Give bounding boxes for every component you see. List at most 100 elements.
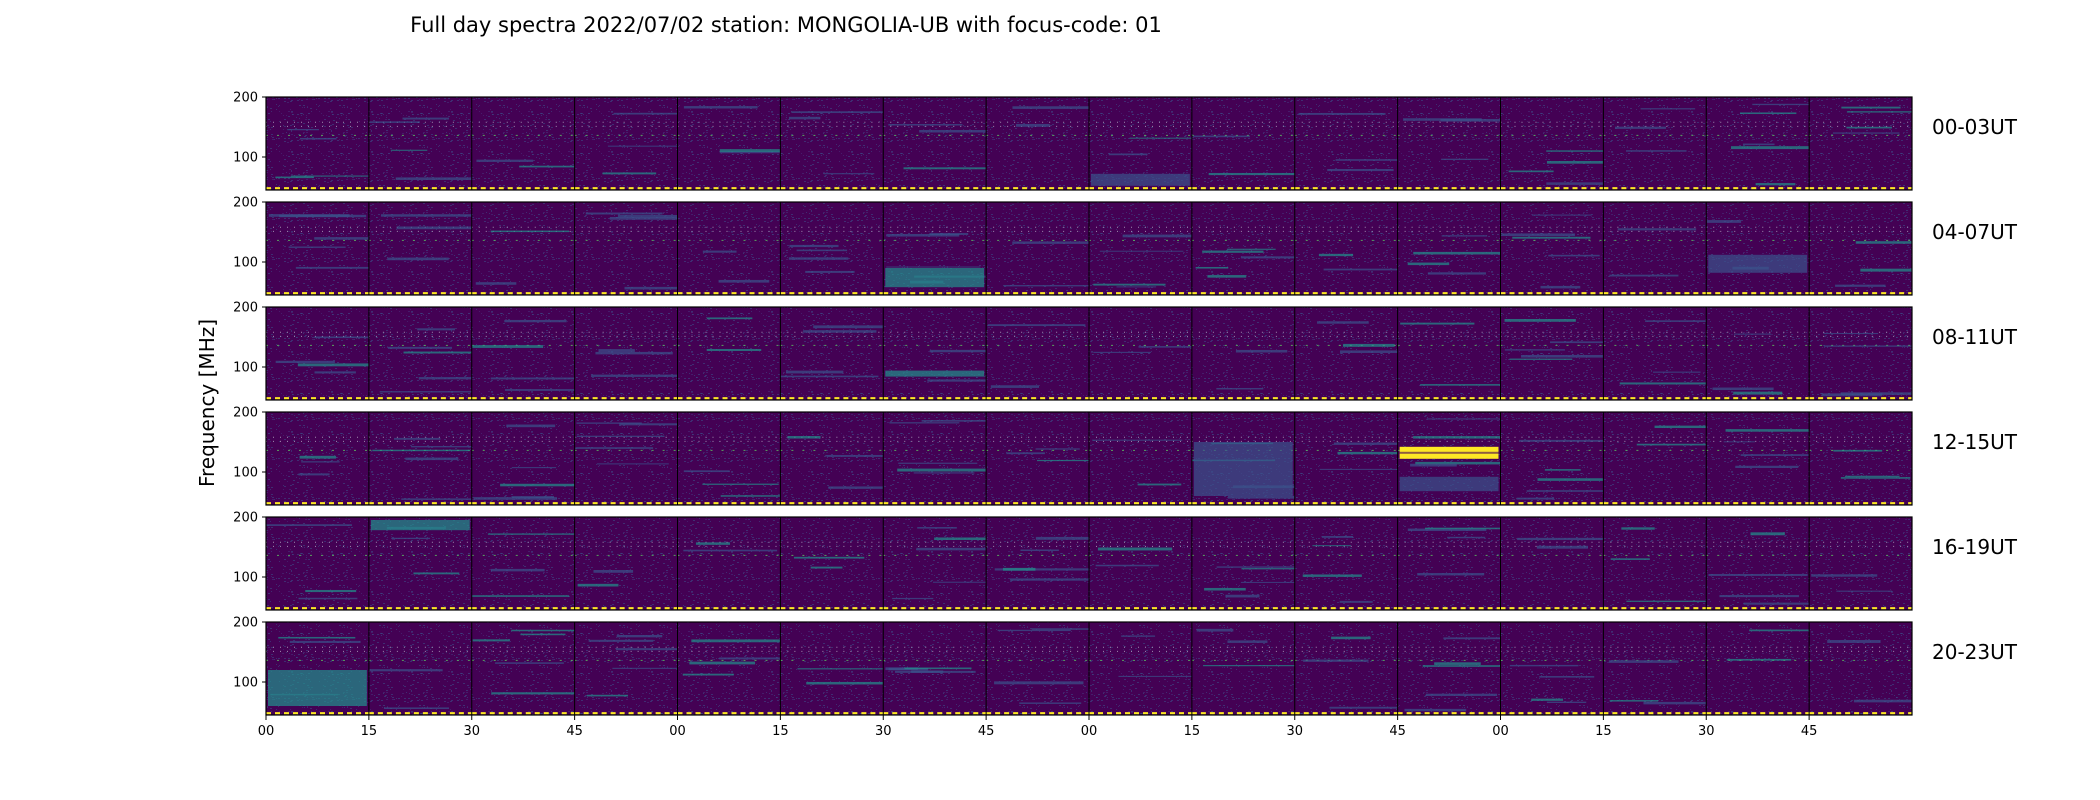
x-tick-label: 45 <box>1389 724 1406 739</box>
spectrogram-panel <box>1191 97 1295 190</box>
spectrogram-panel <box>1089 307 1192 400</box>
spectrogram-panel <box>1191 622 1295 715</box>
spectrogram-panel <box>780 622 884 715</box>
spectrogram-panel <box>574 307 678 400</box>
spectrogram-panel <box>368 202 472 295</box>
emission-event <box>268 670 367 706</box>
row-label: 00-03UT <box>1932 115 2018 139</box>
spectrogram-panel <box>1809 622 1912 715</box>
spectrogram-panel <box>1191 517 1295 610</box>
emission-event <box>1399 476 1499 492</box>
x-tick-label: 00 <box>258 724 275 739</box>
row-label: 20-23UT <box>1932 640 2018 664</box>
spectrogram-panel <box>1706 97 1810 190</box>
spectrogram-panel <box>1603 517 1707 610</box>
spectrogram-panel <box>780 517 884 610</box>
spectrogram-panel <box>883 307 987 400</box>
spectrogram-panel <box>1500 202 1604 295</box>
x-tick-label: 15 <box>1184 724 1201 739</box>
spectrogram-panel <box>1706 622 1810 715</box>
spectrogram-panel <box>986 97 1089 190</box>
spectrogram-panel <box>1706 517 1810 610</box>
x-tick-label: 30 <box>1698 724 1715 739</box>
row-frame <box>265 201 1913 296</box>
spectrogram-panel <box>1294 622 1398 715</box>
row-frame <box>265 96 1913 191</box>
y-tick-label: 200 <box>233 511 258 526</box>
emission-event <box>885 370 985 377</box>
x-tick-label: 30 <box>1286 724 1303 739</box>
spectrogram-panel <box>266 412 369 505</box>
spectrogram-panel <box>471 307 575 400</box>
spectrogram-panel <box>368 412 472 505</box>
spectrogram-panel <box>471 517 575 610</box>
spectrogram-panel <box>677 202 781 295</box>
y-tick-label: 200 <box>233 91 258 106</box>
spectrogram-panel <box>677 517 781 610</box>
spectrogram-panel <box>1089 517 1192 610</box>
spectrogram-panel <box>677 307 781 400</box>
spectrogram-panel <box>368 622 472 715</box>
spectrogram-panel <box>1294 307 1398 400</box>
spectrogram-panel <box>883 412 987 505</box>
y-tick-label: 200 <box>233 616 258 631</box>
spectrogram-panel <box>677 622 781 715</box>
spectrogram-panel <box>1603 307 1707 400</box>
spectrogram-grid <box>265 96 1913 716</box>
emission-event <box>370 520 470 531</box>
y-tick-label: 100 <box>233 571 258 586</box>
spectrogram-panel <box>266 307 369 400</box>
spectrogram-panel <box>1809 202 1912 295</box>
chart-title: Full day spectra 2022/07/02 station: MON… <box>410 13 1162 37</box>
spectrogram-panel <box>1089 412 1192 505</box>
y-axis-label: Frequency [MHz] <box>195 319 219 487</box>
spectrogram-panel <box>1089 202 1192 295</box>
x-tick-label: 15 <box>361 724 378 739</box>
spectrogram-panel <box>1706 412 1810 505</box>
spectrogram-panel <box>1191 202 1295 295</box>
spectrogram-panel <box>1603 202 1707 295</box>
x-axis: 00 15 30 45 00 15 30 45 00 15 30 45 00 15 30 45 <box>258 715 1817 739</box>
x-tick-label: 15 <box>1595 724 1612 739</box>
row-label: 12-15UT <box>1932 430 2018 454</box>
x-tick-label: 00 <box>1492 724 1509 739</box>
y-tick-label: 100 <box>233 256 258 271</box>
spectrogram-panel <box>883 622 987 715</box>
spectrogram-panel <box>1706 307 1810 400</box>
spectrogram-panel <box>986 412 1089 505</box>
spectrogram-panel <box>1294 412 1398 505</box>
spectrogram-panel <box>471 202 575 295</box>
spectrogram-panel <box>1500 307 1604 400</box>
row-frame <box>265 411 1913 506</box>
emission-event <box>1193 442 1293 496</box>
spectrogram-panel <box>1500 517 1604 610</box>
row-label: 04-07UT <box>1932 220 2018 244</box>
spectrogram-panel <box>1397 202 1501 295</box>
spectrogram-panel <box>471 97 575 190</box>
spectrogram-panel <box>1809 307 1912 400</box>
spectrogram-panel <box>1603 412 1707 505</box>
row-labels: 00-03UT 04-07UT 08-11UT 12-15UT 16-19UT 20-23… <box>1932 115 2018 664</box>
x-tick-label: 00 <box>669 724 686 739</box>
row-label: 16-19UT <box>1932 535 2018 559</box>
spectrogram-panel <box>780 307 884 400</box>
spectrogram-panel <box>986 622 1089 715</box>
spectrogram-panel <box>1706 202 1810 295</box>
y-tick-label: 200 <box>233 406 258 421</box>
x-tick-label: 45 <box>566 724 583 739</box>
spectrogram-panel <box>1397 517 1501 610</box>
spectrogram-panel <box>986 202 1089 295</box>
y-tick-label: 100 <box>233 361 258 376</box>
spectrogram-panel <box>1397 97 1501 190</box>
spectrogram-panel <box>1397 622 1501 715</box>
spectrogram-panel <box>1089 622 1192 715</box>
spectrogram-panel <box>1294 97 1398 190</box>
spectrogram-panel <box>986 307 1089 400</box>
spectrogram-panel <box>780 97 884 190</box>
spectrogram-panel <box>574 412 678 505</box>
spectrogram-panel <box>1603 97 1707 190</box>
spectrogram-panel <box>266 202 369 295</box>
spectrogram-panel <box>986 517 1089 610</box>
y-tick-label: 100 <box>233 466 258 481</box>
row-frame <box>265 306 1913 401</box>
